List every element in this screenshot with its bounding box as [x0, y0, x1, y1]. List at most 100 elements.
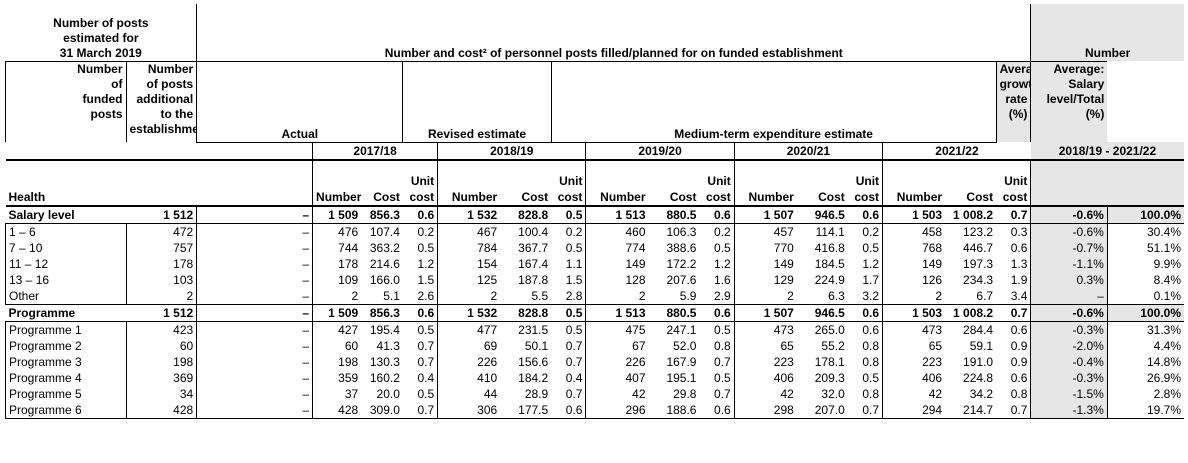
blank — [882, 159, 946, 189]
salary-share-value: 0.1% — [1153, 288, 1181, 303]
data-value: 178 — [338, 256, 359, 271]
salary-share-value: 51.1% — [1146, 240, 1181, 255]
data-value: 6.3 — [828, 288, 845, 303]
salary-share-value: 31.3% — [1146, 322, 1181, 337]
data-value: 0.6 — [847, 321, 884, 338]
data-value: 1 507 — [734, 205, 797, 224]
data-value: 106.3 — [666, 224, 697, 239]
data-value: 406 — [922, 370, 943, 385]
data-value: 187.8 — [518, 272, 549, 287]
blank — [5, 142, 197, 161]
data-value: 828.8 — [500, 303, 552, 322]
row-label: Programme 3 — [5, 353, 126, 370]
table-row: 1 – 6 472–476 107.4 0.2 467 100.4 0.2 460 106.3 0… — [5, 223, 1185, 240]
data-value: 428 — [312, 401, 362, 419]
blank — [945, 160, 996, 189]
data-value: 2 — [935, 288, 943, 303]
number-col-header: Number — [312, 188, 362, 207]
data-value: 0.5 — [551, 239, 587, 256]
data-value: 0.7 — [699, 353, 735, 370]
data-value: 363.2 — [369, 240, 400, 255]
unit-header: Unit — [559, 173, 583, 188]
table-row: Programme 4 369–359 160.2 0.4 410 184.2 0.4 407… — [5, 369, 1185, 386]
data-value: 407 — [625, 370, 646, 385]
data-value: 477 — [477, 322, 498, 337]
growth-rate-value: -0.6% — [1030, 303, 1108, 322]
funded-posts-value: 428 — [125, 401, 198, 419]
data-value: 65 — [780, 338, 794, 353]
data-value: 946.5 — [796, 303, 848, 322]
funded-posts-header-line: of — [111, 77, 123, 91]
table-row: 13 – 16 103–109 166.0 1.5 125 187.8 1.5 128 207.… — [5, 271, 1185, 288]
data-value: 44 — [483, 386, 498, 401]
data-value: 226 — [625, 354, 646, 369]
data-value: 744 — [338, 240, 359, 255]
row-label: Other — [5, 287, 126, 304]
funded-posts-header-line: posts — [90, 107, 123, 121]
data-value: 0.3 — [996, 223, 1032, 240]
unit-header: Unit — [855, 173, 880, 188]
additional-posts-value: – — [196, 205, 314, 224]
data-value: 0.6 — [699, 401, 735, 419]
data-value: 1.2 — [699, 255, 735, 272]
data-value: 160.2 — [369, 370, 400, 385]
row-label: 1 – 6 — [5, 223, 126, 240]
data-value: 0.7 — [402, 337, 439, 354]
data-value: 0.6 — [402, 303, 439, 322]
number-col-header: Number — [585, 188, 649, 207]
data-value: 774 — [625, 240, 646, 255]
data-value: 226 — [477, 354, 498, 369]
salary-share-value: 30.4% — [1146, 224, 1181, 239]
data-value: 0.5 — [551, 321, 587, 338]
avg-salary-header-line: (%) — [1085, 107, 1105, 121]
funded-posts-value: 2 — [125, 287, 198, 304]
data-value: 224.9 — [814, 272, 845, 287]
data-value: 0.7 — [402, 401, 439, 419]
growth-rate-value: 0.3% — [1030, 271, 1108, 288]
data-value: 1 503 — [882, 205, 946, 224]
growth-rate-value: -0.3% — [1030, 321, 1108, 338]
unit-header: Unit — [410, 173, 435, 188]
data-value: 0.8 — [847, 385, 884, 402]
data-value: 2.6 — [402, 287, 439, 304]
data-value: 0.6 — [996, 239, 1032, 256]
unit-cost-col-header: cost — [699, 188, 735, 207]
data-value: 457 — [773, 224, 794, 239]
data-value: 52.0 — [673, 338, 697, 353]
data-value: 184.5 — [814, 256, 845, 271]
blank — [500, 160, 551, 189]
data-value: 100.4 — [518, 224, 549, 239]
data-value: 0.5 — [551, 205, 587, 224]
cost-col-header: Cost — [945, 188, 997, 207]
data-value: 0.6 — [847, 205, 884, 224]
data-value: 178.1 — [814, 354, 845, 369]
blank — [196, 142, 314, 161]
estimated-title-line: estimated for — [63, 31, 139, 45]
data-value: 0.7 — [996, 303, 1032, 322]
year-header: 2020/21 — [734, 142, 884, 161]
data-value: 0.2 — [551, 223, 587, 240]
funded-posts-value: 178 — [125, 255, 198, 272]
data-value: 3.2 — [847, 287, 884, 304]
data-value: 20.0 — [376, 386, 400, 401]
salary-share-value: 100.0% — [1107, 303, 1184, 322]
data-value: 0.6 — [847, 303, 884, 322]
data-value: 126 — [922, 272, 943, 287]
data-value: 149 — [625, 256, 646, 271]
table-row: 7 – 10 757–744 363.2 0.5 784 367.7 0.5 774 388.6… — [5, 239, 1185, 256]
row-label: Programme 4 — [5, 369, 126, 386]
table-row: Programme 5 34–37 20.0 0.5 44 28.9 0.7 42 29.8 0.… — [5, 385, 1185, 402]
funded-posts-value: 369 — [125, 369, 198, 386]
data-value: 880.5 — [648, 303, 700, 322]
data-value: 188.6 — [648, 401, 700, 419]
growth-rate-value: -1.5% — [1030, 385, 1108, 402]
row-label: 13 – 16 — [5, 271, 126, 288]
data-value: 1 509 — [312, 303, 362, 322]
data-value: 1.9 — [996, 271, 1032, 288]
additional-posts-value: – — [196, 255, 314, 272]
salary-share-value: 26.9% — [1146, 370, 1181, 385]
table-header: Number of posts estimated for 31 March 201… — [5, 4, 1184, 207]
blank — [585, 159, 649, 189]
data-value: 476 — [338, 224, 359, 239]
data-value: 60 — [344, 338, 359, 353]
